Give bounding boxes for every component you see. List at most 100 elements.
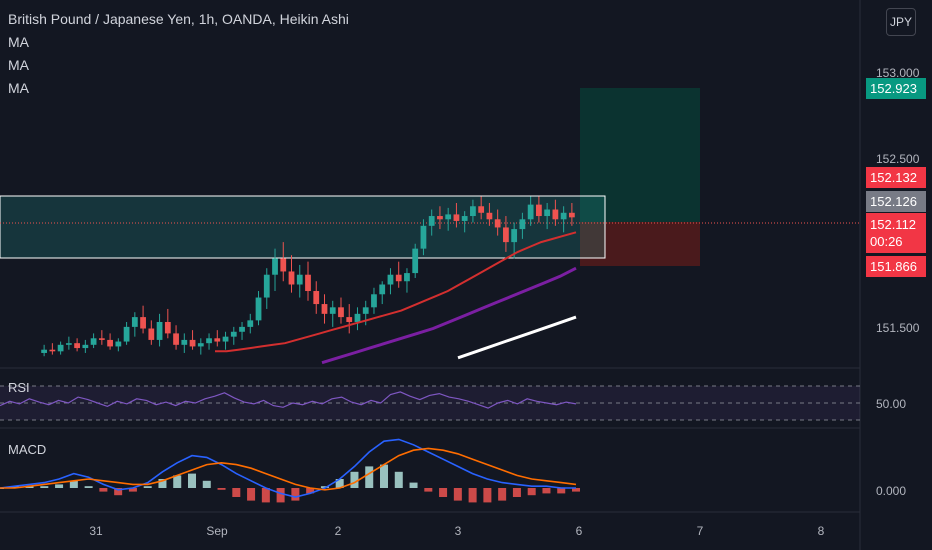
candle-body xyxy=(272,258,278,275)
macd-histogram-bar xyxy=(542,488,551,494)
macd-histogram-bar xyxy=(512,488,521,497)
macd-histogram-bar xyxy=(468,488,477,503)
time-label-6: 6 xyxy=(576,524,583,538)
price-tick-152-5: 152.500 xyxy=(876,152,920,166)
indicator-ma-2[interactable]: MA xyxy=(8,57,29,73)
candle-body xyxy=(222,336,229,342)
candle-body xyxy=(156,321,163,340)
currency-button[interactable]: JPY xyxy=(886,8,916,36)
candle-body xyxy=(74,343,80,349)
candle-body xyxy=(173,333,179,345)
macd-line xyxy=(0,438,576,498)
macd-histogram-bar xyxy=(217,488,226,490)
candle-body xyxy=(305,274,311,292)
position-stop-zone[interactable] xyxy=(580,222,700,266)
candle-body xyxy=(214,338,221,342)
stop-price-tag: 151.866 xyxy=(866,256,926,277)
macd-histogram-bar xyxy=(409,482,418,488)
macd-pane-label[interactable]: MACD xyxy=(8,442,47,457)
candle-body xyxy=(329,307,336,314)
candle-body xyxy=(478,206,485,213)
candle-body xyxy=(107,339,113,347)
macd-histogram-bar xyxy=(99,488,108,492)
candle-body xyxy=(560,212,567,220)
candle-body xyxy=(395,274,402,282)
candle-body xyxy=(296,274,303,285)
macd-histogram-bar xyxy=(291,488,300,501)
ma-mid-line xyxy=(321,266,577,365)
time-label-sep: Sep xyxy=(206,524,228,538)
candle-body xyxy=(288,271,295,285)
candle-body xyxy=(527,204,534,220)
candle-body xyxy=(280,258,287,272)
macd-histogram-bar xyxy=(114,488,123,496)
ma-fast-line xyxy=(215,231,577,353)
macd-histogram-bar xyxy=(55,484,64,488)
candle-body xyxy=(428,216,435,226)
upper-price-tag: 152.132 xyxy=(866,167,926,188)
candle-body xyxy=(486,212,493,220)
macd-histogram-bar xyxy=(380,464,388,488)
candle-body xyxy=(437,216,443,220)
candle-body xyxy=(197,343,204,347)
macd-histogram-bar xyxy=(350,471,359,488)
indicator-ma-3[interactable]: MA xyxy=(8,80,29,96)
candle-body xyxy=(263,274,270,298)
candle-body xyxy=(568,212,575,218)
macd-histogram-bar xyxy=(498,488,507,501)
candle-body xyxy=(239,326,245,332)
candle-body xyxy=(511,229,518,243)
macd-histogram-bar xyxy=(247,488,256,501)
macd-histogram-bar xyxy=(483,488,492,503)
macd-histogram-bar xyxy=(40,486,49,488)
indicator-ma-1[interactable]: MA xyxy=(8,34,29,50)
rsi-tick-50: 50.00 xyxy=(876,397,906,411)
price-tick-153: 153.000 xyxy=(876,66,920,80)
candle-body xyxy=(362,307,369,314)
macd-histogram-bar xyxy=(84,486,93,488)
candle-body xyxy=(519,219,526,230)
time-label-3: 3 xyxy=(455,524,462,538)
candle-body xyxy=(321,304,328,314)
rsi-group xyxy=(0,391,577,409)
candle-body xyxy=(49,349,56,352)
candle-body xyxy=(255,297,262,321)
signal-line xyxy=(0,447,577,491)
candle-body xyxy=(164,321,171,334)
support-resistance-zone[interactable] xyxy=(0,195,606,259)
position-target-zone[interactable] xyxy=(580,88,700,222)
macd-histogram-bar xyxy=(527,488,536,496)
candle-body xyxy=(230,331,237,337)
rsi-line xyxy=(0,391,577,409)
candle-body xyxy=(461,216,468,221)
macd-histogram-bar xyxy=(143,486,152,488)
last-price-tag: 152.112 00:26 xyxy=(866,213,926,253)
candle-body xyxy=(140,317,146,329)
time-label-8: 8 xyxy=(818,524,825,538)
macd-histogram-bar xyxy=(128,488,137,492)
macd-histogram-bar xyxy=(439,488,448,497)
candle-body xyxy=(338,307,344,318)
candle-body xyxy=(445,214,452,220)
candle-body xyxy=(313,291,320,305)
candle-body xyxy=(41,349,48,353)
candle-body xyxy=(420,225,427,249)
candle-body xyxy=(494,219,501,228)
rsi-pane-label[interactable]: RSI xyxy=(8,380,30,395)
candle-body xyxy=(131,317,138,327)
candle-body xyxy=(371,294,377,308)
candle-body xyxy=(90,338,97,345)
time-label-31: 31 xyxy=(89,524,103,538)
macd-histogram-bar xyxy=(306,488,315,494)
last-price-value: 152.112 xyxy=(870,217,917,232)
macd-histogram-bar xyxy=(335,479,344,488)
time-label-2: 2 xyxy=(335,524,342,538)
macd-histogram-bar xyxy=(365,466,374,488)
candle-body xyxy=(404,273,410,282)
candle-body xyxy=(123,326,130,342)
macd-histogram-bar xyxy=(232,488,241,497)
chart-title[interactable]: British Pound / Japanese Yen, 1h, OANDA,… xyxy=(8,11,349,27)
macd-histogram-bar xyxy=(394,471,403,488)
